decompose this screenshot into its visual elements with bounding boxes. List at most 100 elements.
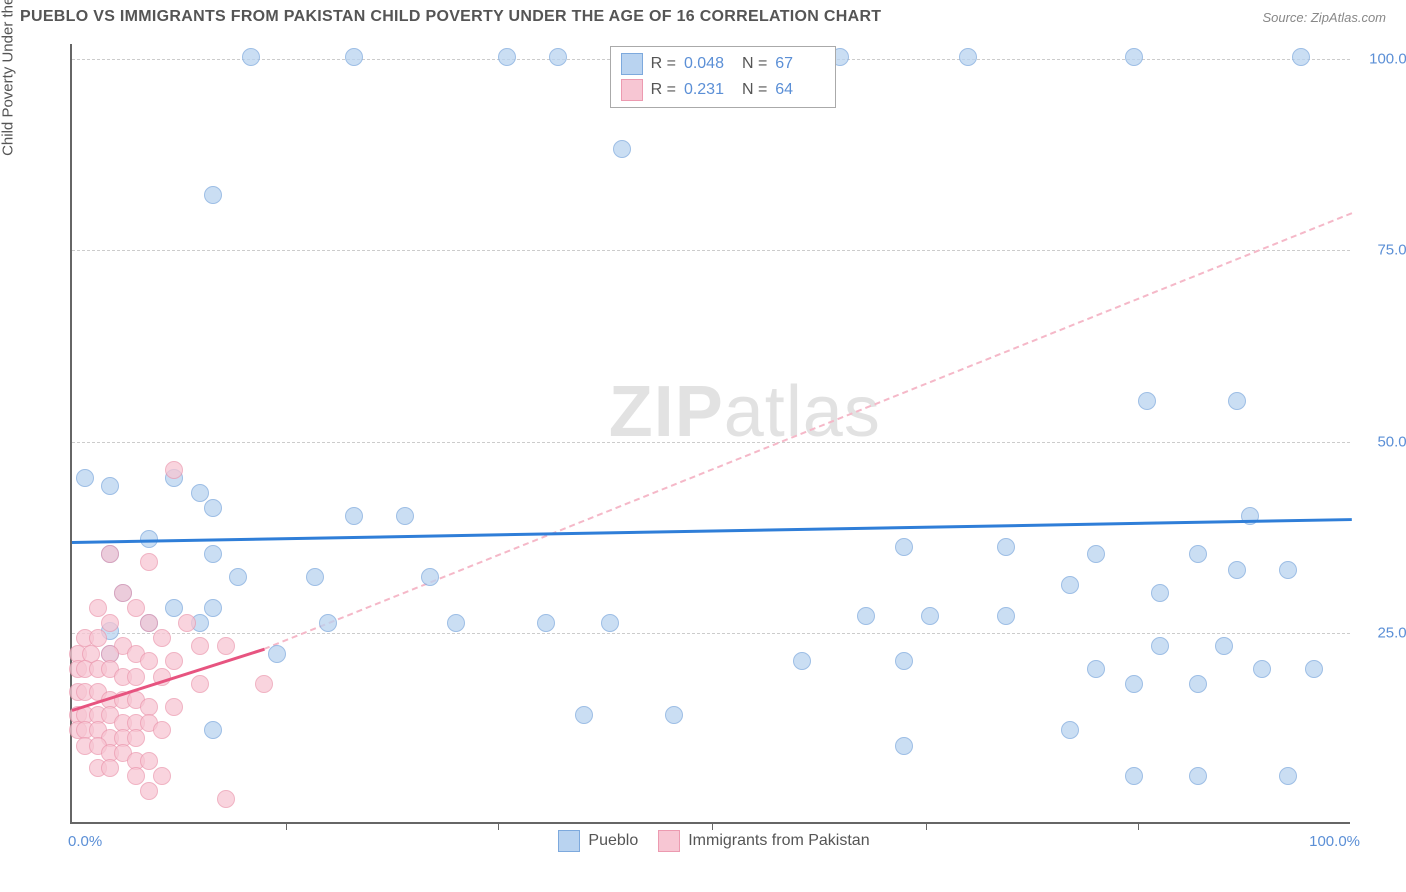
data-point	[1253, 660, 1271, 678]
data-point	[1189, 545, 1207, 563]
data-point	[857, 607, 875, 625]
data-point	[997, 607, 1015, 625]
series-name: Pueblo	[588, 832, 638, 850]
data-point	[498, 48, 516, 66]
series-swatch	[658, 830, 680, 852]
data-point	[1151, 584, 1169, 602]
data-point	[89, 599, 107, 617]
x-tick-mark	[926, 822, 927, 830]
data-point	[140, 553, 158, 571]
data-point	[613, 140, 631, 158]
data-point	[101, 477, 119, 495]
r-label: R =	[651, 81, 676, 99]
data-point	[255, 675, 273, 693]
data-point	[165, 652, 183, 670]
legend-item: Immigrants from Pakistan	[658, 830, 869, 852]
y-tick-label: 100.0%	[1360, 51, 1406, 68]
data-point	[153, 721, 171, 739]
data-point	[537, 614, 555, 632]
n-label: N =	[742, 55, 767, 73]
data-point	[1087, 660, 1105, 678]
series-swatch	[621, 53, 643, 75]
data-point	[204, 721, 222, 739]
data-point	[127, 767, 145, 785]
chart-source: Source: ZipAtlas.com	[1262, 10, 1386, 25]
data-point	[421, 568, 439, 586]
data-point	[76, 469, 94, 487]
data-point	[1189, 675, 1207, 693]
data-point	[306, 568, 324, 586]
data-point	[1125, 675, 1143, 693]
data-point	[127, 729, 145, 747]
data-point	[1292, 48, 1310, 66]
data-point	[204, 499, 222, 517]
data-point	[575, 706, 593, 724]
data-point	[165, 599, 183, 617]
x-tick-mark	[712, 822, 713, 830]
data-point	[204, 599, 222, 617]
data-point	[997, 538, 1015, 556]
gridline	[72, 250, 1350, 251]
series-swatch	[621, 79, 643, 101]
data-point	[101, 545, 119, 563]
x-tick-label: 0.0%	[68, 833, 102, 850]
data-point	[140, 614, 158, 632]
data-point	[1061, 576, 1079, 594]
data-point	[1087, 545, 1105, 563]
y-axis-label: Child Poverty Under the Age of 16	[0, 0, 17, 156]
data-point	[345, 48, 363, 66]
data-point	[1125, 48, 1143, 66]
data-point	[178, 614, 196, 632]
data-point	[204, 545, 222, 563]
series-swatch	[558, 830, 580, 852]
chart-header: PUEBLO VS IMMIGRANTS FROM PAKISTAN CHILD…	[0, 0, 1406, 30]
data-point	[1189, 767, 1207, 785]
x-tick-mark	[286, 822, 287, 830]
data-point	[1228, 392, 1246, 410]
data-point	[1228, 561, 1246, 579]
data-point	[601, 614, 619, 632]
y-tick-label: 25.0%	[1360, 624, 1406, 641]
data-point	[229, 568, 247, 586]
n-value: 64	[775, 81, 825, 99]
x-tick-mark	[498, 822, 499, 830]
y-tick-label: 75.0%	[1360, 242, 1406, 259]
data-point	[1138, 392, 1156, 410]
y-tick-label: 50.0%	[1360, 433, 1406, 450]
data-point	[217, 790, 235, 808]
data-point	[204, 186, 222, 204]
stats-row: R =0.231N =64	[621, 77, 826, 103]
data-point	[191, 484, 209, 502]
data-point	[127, 599, 145, 617]
data-point	[191, 675, 209, 693]
series-legend: Pueblo Immigrants from Pakistan	[558, 830, 869, 852]
r-label: R =	[651, 55, 676, 73]
data-point	[165, 698, 183, 716]
watermark: ZIPatlas	[609, 371, 881, 453]
data-point	[1305, 660, 1323, 678]
data-point	[959, 48, 977, 66]
n-value: 67	[775, 55, 825, 73]
data-point	[191, 637, 209, 655]
data-point	[1061, 721, 1079, 739]
correlation-stats-legend: R =0.048N =67R =0.231N =64	[610, 46, 837, 108]
x-tick-label: 100.0%	[1309, 833, 1360, 850]
trend-line	[72, 518, 1352, 544]
x-tick-mark	[1138, 822, 1139, 830]
data-point	[101, 759, 119, 777]
data-point	[895, 538, 913, 556]
n-label: N =	[742, 81, 767, 99]
data-point	[1215, 637, 1233, 655]
plot-area: ZIPatlas 25.0%50.0%75.0%100.0%0.0%100.0%…	[70, 44, 1350, 824]
data-point	[319, 614, 337, 632]
r-value: 0.048	[684, 55, 734, 73]
legend-item: Pueblo	[558, 830, 638, 852]
data-point	[127, 668, 145, 686]
data-point	[921, 607, 939, 625]
data-point	[140, 782, 158, 800]
data-point	[165, 461, 183, 479]
stats-row: R = 0.048 N = 67	[621, 51, 826, 77]
data-point	[140, 752, 158, 770]
data-point	[345, 507, 363, 525]
gridline	[72, 633, 1350, 634]
